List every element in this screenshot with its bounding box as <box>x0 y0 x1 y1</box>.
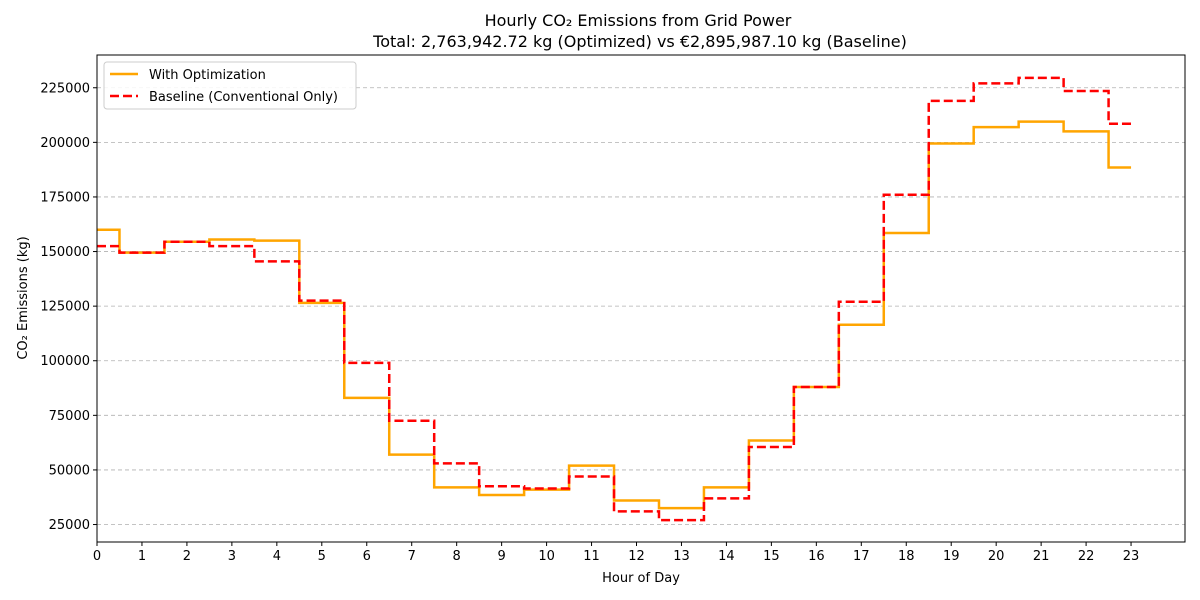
x-tick-label: 10 <box>538 549 555 564</box>
x-tick-label: 7 <box>408 549 416 564</box>
x-tick-label: 17 <box>853 549 870 564</box>
x-tick-label: 21 <box>1033 549 1050 564</box>
x-tick-label: 16 <box>808 549 825 564</box>
x-tick-label: 14 <box>718 549 735 564</box>
y-axis-label: CO₂ Emissions (kg) <box>16 236 31 359</box>
legend-label-baseline: Baseline (Conventional Only) <box>149 90 338 105</box>
x-tick-label: 12 <box>628 549 645 564</box>
y-tick-label: 125000 <box>40 300 90 315</box>
x-axis-label: Hour of Day <box>602 571 680 586</box>
chart-subtitle: Total: 2,763,942.72 kg (Optimized) vs €2… <box>372 32 907 51</box>
x-tick-label: 2 <box>183 549 191 564</box>
x-tick-label: 18 <box>898 549 915 564</box>
x-tick-label: 4 <box>273 549 281 564</box>
series-layer <box>97 76 1132 522</box>
x-tick-label: 13 <box>673 549 690 564</box>
series-line-with-optimization <box>97 120 1132 510</box>
y-tick-label: 100000 <box>40 354 90 369</box>
x-tick-label: 11 <box>583 549 600 564</box>
x-tick-label: 0 <box>93 549 101 564</box>
series-line-baseline <box>97 76 1132 522</box>
grid-layer <box>97 87 1185 525</box>
y-tick-label: 225000 <box>40 81 90 96</box>
y-tick-label: 25000 <box>49 518 90 533</box>
plot-frame <box>96 54 1186 543</box>
x-tick-label: 19 <box>943 549 960 564</box>
y-tick-label: 75000 <box>49 409 90 424</box>
legend-frame <box>103 61 357 110</box>
x-tick-label: 5 <box>318 549 326 564</box>
x-tick-label: 3 <box>228 549 236 564</box>
x-tick-label: 20 <box>988 549 1005 564</box>
y-tick-label: 50000 <box>49 463 90 478</box>
x-tick-label: 8 <box>453 549 461 564</box>
y-tick-label: 200000 <box>40 136 90 151</box>
tick-layer: 25000 50000 75000 100000 125000 150000 175000 2… <box>40 81 1139 564</box>
x-tick-label: 23 <box>1123 549 1140 564</box>
y-tick-label: 150000 <box>40 245 90 260</box>
y-tick-label: 175000 <box>40 190 90 205</box>
x-tick-label: 22 <box>1078 549 1095 564</box>
chart-title: Hourly CO₂ Emissions from Grid Power <box>485 11 792 30</box>
x-tick-label: 6 <box>363 549 371 564</box>
legend: With Optimization Baseline (Conventional… <box>103 61 357 110</box>
legend-label-with-optimization: With Optimization <box>149 68 266 83</box>
x-tick-label: 9 <box>497 549 505 564</box>
x-tick-label: 1 <box>138 549 146 564</box>
x-tick-label: 15 <box>763 549 780 564</box>
